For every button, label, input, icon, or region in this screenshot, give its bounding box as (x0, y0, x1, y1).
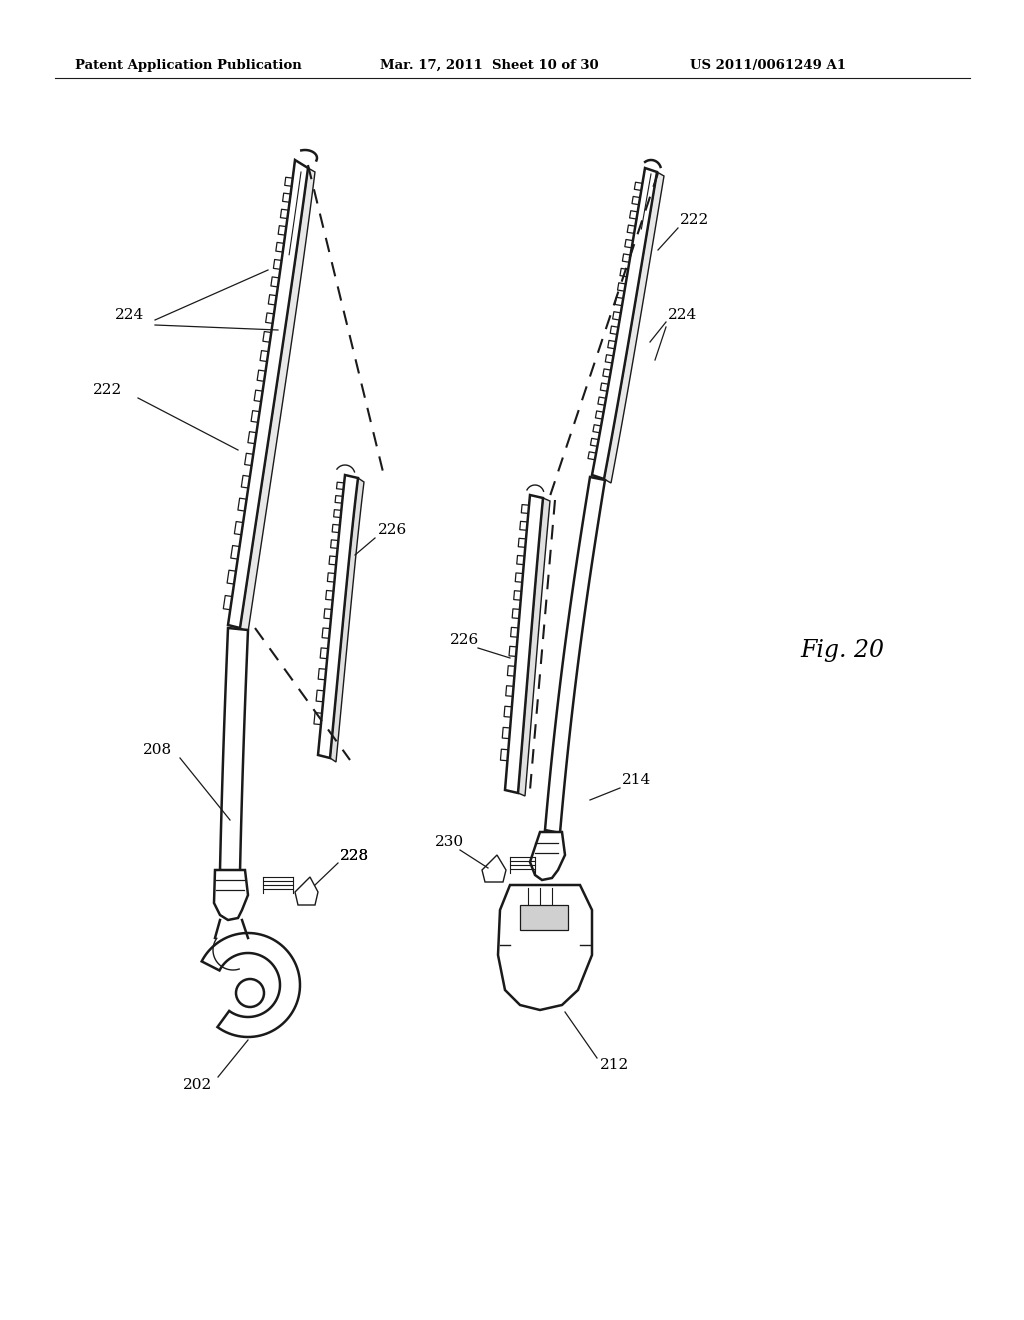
Text: 214: 214 (622, 774, 651, 787)
Polygon shape (518, 498, 550, 796)
Text: 222: 222 (680, 213, 710, 227)
Polygon shape (530, 832, 565, 880)
Text: 228: 228 (340, 849, 369, 863)
Text: 208: 208 (143, 743, 173, 756)
Polygon shape (228, 160, 308, 628)
Text: 212: 212 (600, 1059, 630, 1072)
Text: 226: 226 (378, 523, 408, 537)
Text: 230: 230 (435, 836, 464, 849)
Text: Mar. 17, 2011  Sheet 10 of 30: Mar. 17, 2011 Sheet 10 of 30 (380, 58, 599, 71)
Polygon shape (318, 475, 358, 758)
Polygon shape (520, 906, 568, 931)
Text: 224: 224 (668, 308, 697, 322)
Text: 226: 226 (450, 634, 479, 647)
Polygon shape (214, 870, 248, 920)
Polygon shape (482, 855, 506, 882)
Text: US 2011/0061249 A1: US 2011/0061249 A1 (690, 58, 846, 71)
Polygon shape (545, 477, 605, 833)
Polygon shape (498, 884, 592, 1010)
Circle shape (236, 979, 264, 1007)
Polygon shape (505, 495, 543, 793)
Text: Fig. 20: Fig. 20 (800, 639, 884, 661)
Text: 224: 224 (116, 308, 144, 322)
Text: 222: 222 (93, 383, 123, 397)
Polygon shape (220, 628, 248, 873)
Polygon shape (330, 478, 364, 762)
Polygon shape (604, 172, 664, 483)
Polygon shape (240, 168, 315, 632)
Text: Patent Application Publication: Patent Application Publication (75, 58, 302, 71)
Text: 228: 228 (340, 849, 369, 863)
Polygon shape (202, 933, 300, 1038)
Text: 202: 202 (183, 1078, 213, 1092)
Polygon shape (295, 876, 318, 906)
Polygon shape (592, 168, 657, 479)
